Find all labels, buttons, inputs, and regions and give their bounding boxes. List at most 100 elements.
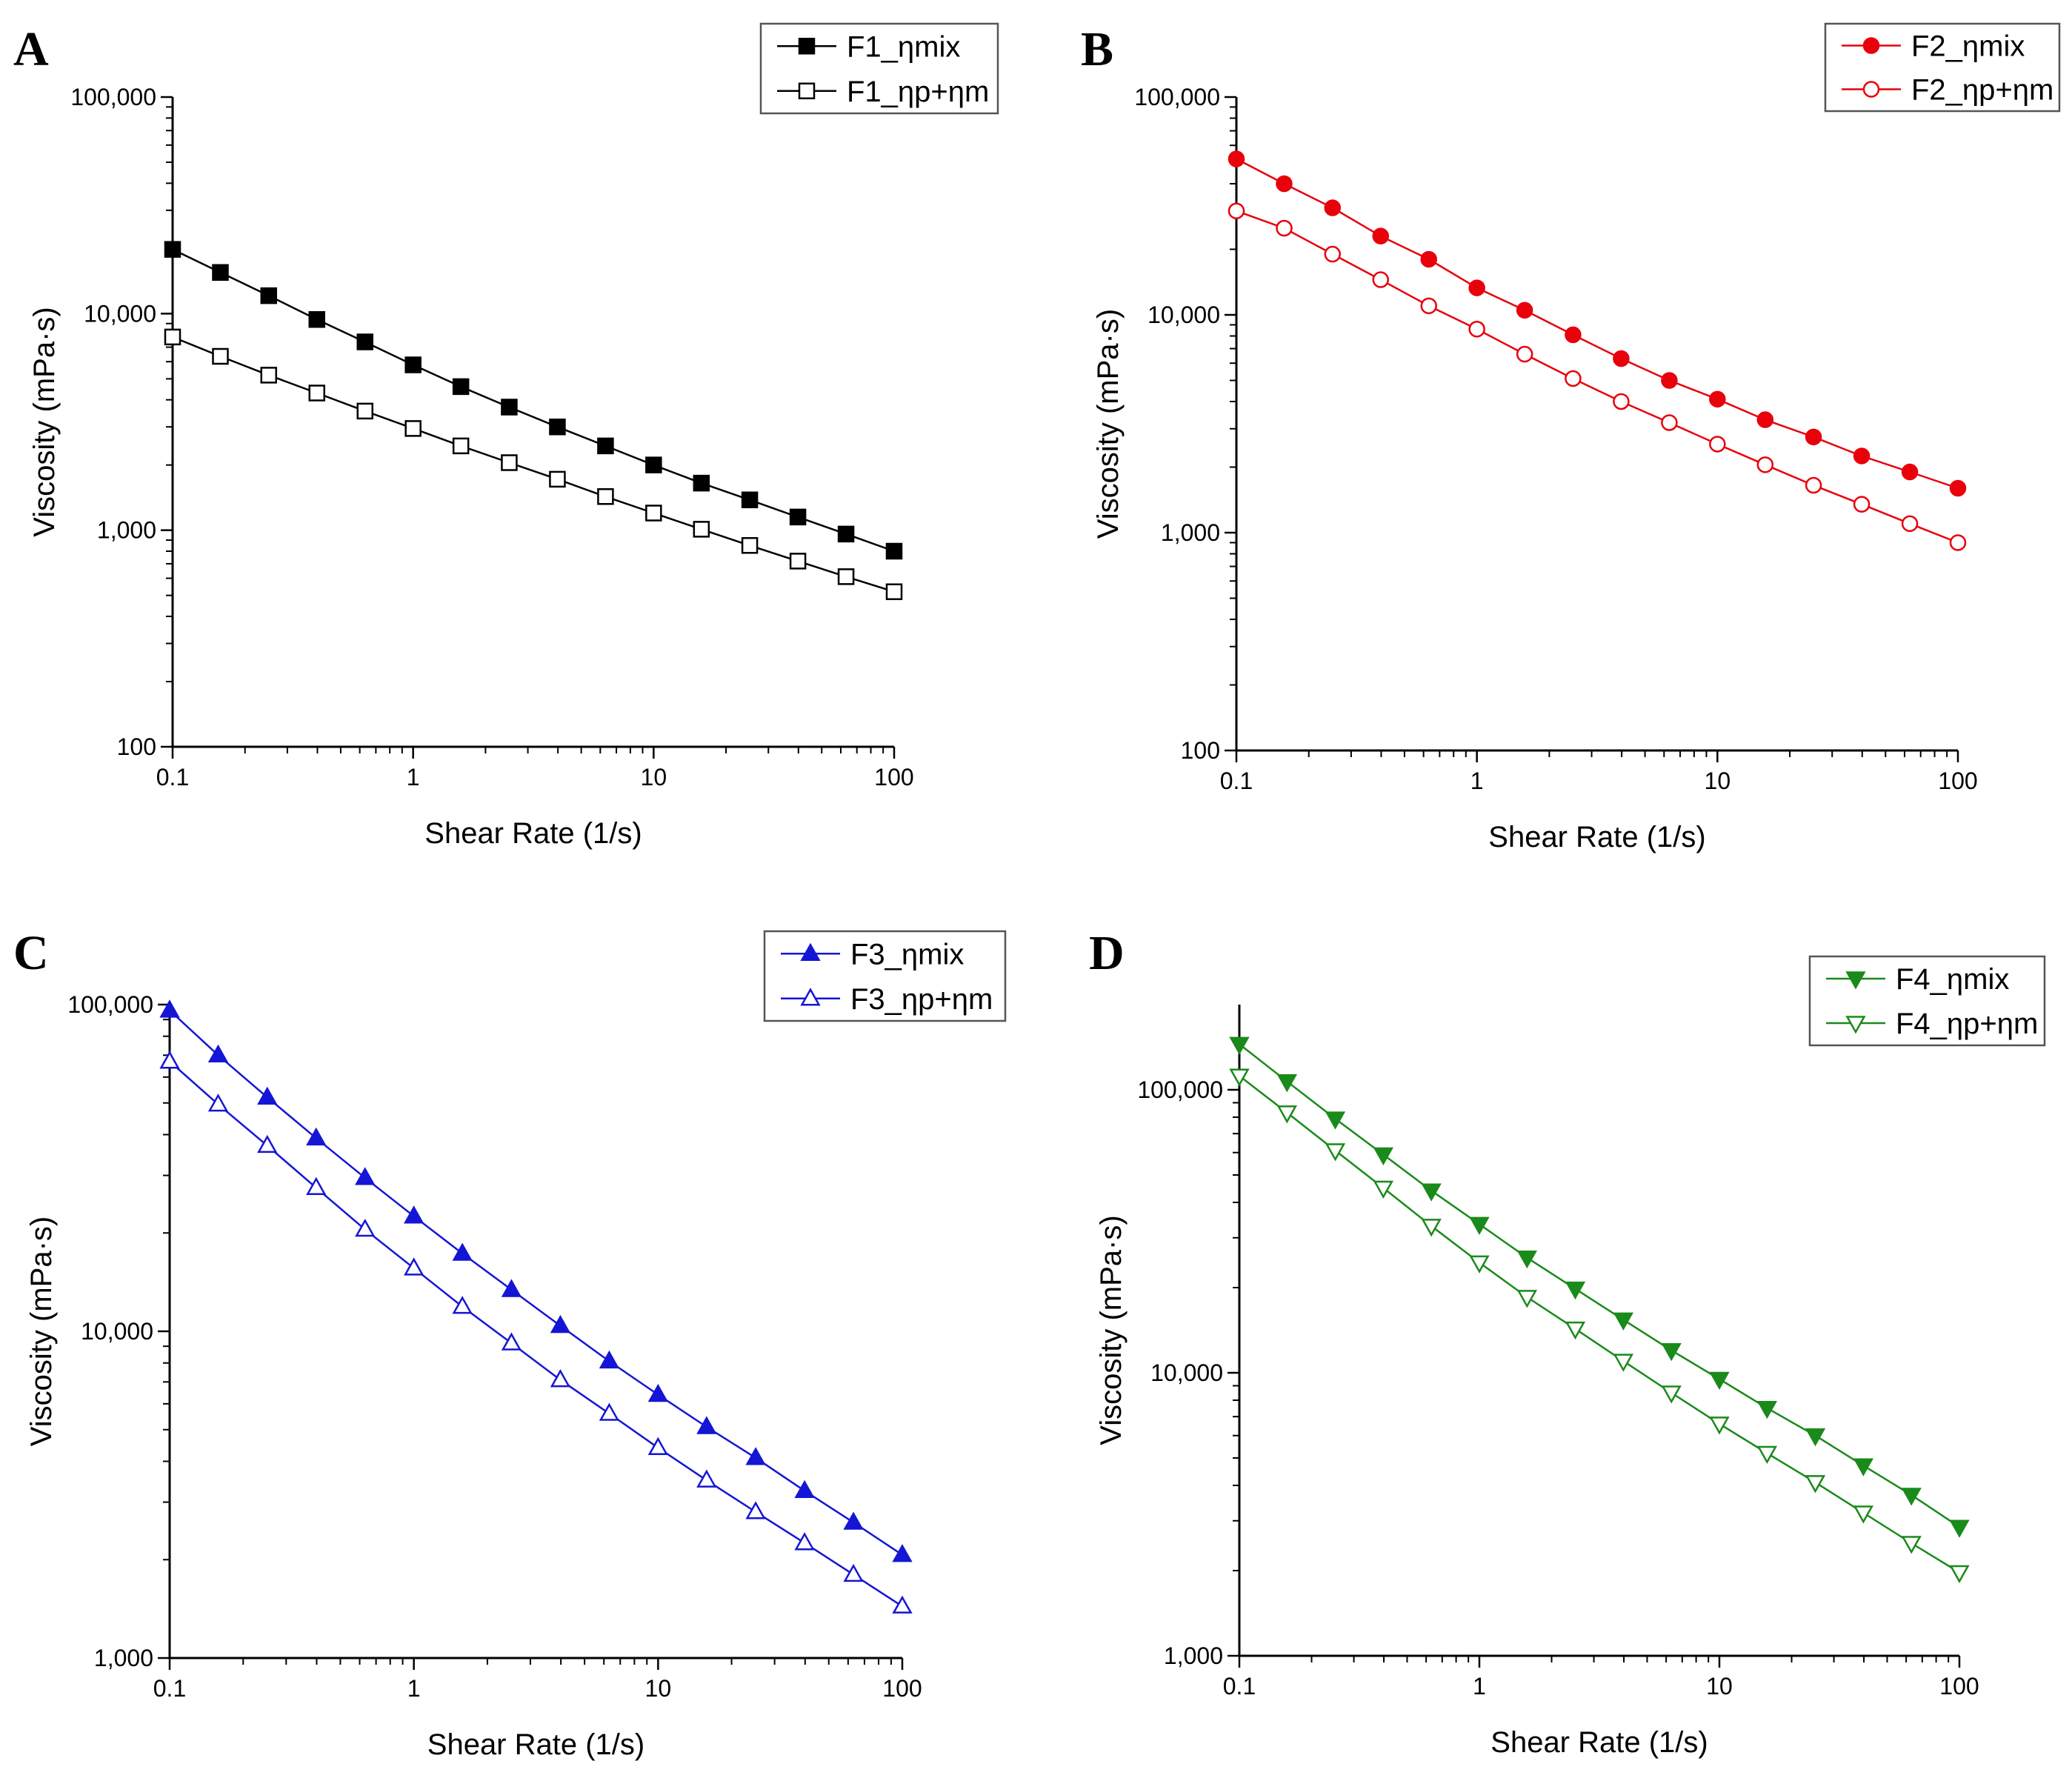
data-point xyxy=(1805,1428,1826,1447)
data-point xyxy=(843,1563,864,1582)
data-point xyxy=(1709,436,1726,453)
x-tick-label: 10 xyxy=(1706,1673,1733,1700)
chart-panel-d: D 0.1 1 10 100 1,000 10,000 100,000 Shear Rate (… xyxy=(1089,926,2046,1759)
x-tick-label: 10 xyxy=(641,764,667,790)
data-point xyxy=(1421,1219,1442,1237)
data-point xyxy=(404,1257,424,1276)
chart-panel-b: B 0.1 1 10 100 100 1,000 10,000 100,000 Shear Rat… xyxy=(1081,22,2061,853)
data-point xyxy=(550,1314,571,1334)
y-tick-label: 1,000 xyxy=(97,517,156,544)
data-point xyxy=(355,1218,376,1237)
series-line-mix xyxy=(1239,1043,1960,1528)
y-tick-label: 100 xyxy=(117,733,156,760)
data-point xyxy=(1565,370,1582,387)
series-line-mix xyxy=(172,248,895,553)
legend-marker xyxy=(1862,37,1880,54)
data-point xyxy=(1325,1111,1346,1130)
data-point xyxy=(404,420,422,437)
x-tick-label: 1 xyxy=(407,1675,421,1702)
data-point xyxy=(1661,372,1678,389)
data-point xyxy=(1372,227,1390,244)
data-point xyxy=(1709,390,1726,408)
data-point xyxy=(1229,1068,1250,1087)
legend-label: F3_ηp+ηm xyxy=(850,983,993,1016)
data-point xyxy=(306,1176,327,1195)
y-axis-title: Viscosity (mPa·s) xyxy=(1095,1215,1127,1445)
data-point xyxy=(1853,1505,1873,1524)
data-point xyxy=(745,1501,766,1519)
data-point xyxy=(1469,1216,1490,1235)
data-point xyxy=(1853,1458,1873,1477)
data-point xyxy=(308,310,326,328)
data-point xyxy=(789,508,807,526)
data-point xyxy=(549,418,566,436)
y-tick-label: 100,000 xyxy=(70,84,156,110)
data-point xyxy=(501,1332,522,1351)
x-tick-label: 0.1 xyxy=(153,1675,186,1702)
data-point xyxy=(550,1369,571,1388)
data-point xyxy=(599,1350,620,1369)
data-point xyxy=(1901,1488,1922,1506)
data-point xyxy=(645,456,662,473)
panel-letter: B xyxy=(1081,22,1113,76)
data-point xyxy=(1421,1183,1442,1202)
y-tick-label: 100,000 xyxy=(1134,84,1220,110)
x-tick-label: 0.1 xyxy=(1223,1673,1256,1700)
data-point xyxy=(1901,515,1919,533)
x-tick-label: 1 xyxy=(407,764,420,790)
data-point xyxy=(741,537,759,554)
data-point xyxy=(1613,350,1630,367)
y-tick-label: 1,000 xyxy=(1161,519,1220,546)
x-axis-title: Shear Rate (1/s) xyxy=(1490,1726,1708,1759)
data-point xyxy=(1565,326,1582,344)
data-point xyxy=(741,491,759,509)
data-point xyxy=(1756,1400,1777,1419)
y-axis-title: Viscosity (mPa·s) xyxy=(28,307,61,536)
legend-label: F4_ηp+ηm xyxy=(1896,1008,2038,1040)
data-point xyxy=(1325,1143,1346,1162)
data-point xyxy=(207,1044,229,1063)
legend-marker xyxy=(1862,81,1880,98)
y-tick-label: 1,000 xyxy=(1164,1642,1223,1669)
data-point xyxy=(1949,1519,1970,1538)
data-point xyxy=(647,1437,668,1455)
data-point xyxy=(501,1279,522,1297)
data-point xyxy=(794,1532,815,1551)
data-point xyxy=(306,1127,327,1146)
data-point xyxy=(404,356,422,373)
data-point xyxy=(257,1134,278,1154)
x-axis-title: Shear Rate (1/s) xyxy=(427,1728,644,1761)
data-point xyxy=(549,470,566,488)
data-point xyxy=(1373,1147,1393,1166)
data-point xyxy=(843,1511,864,1530)
panel-letter: C xyxy=(13,926,49,980)
data-point xyxy=(1372,271,1390,288)
data-point xyxy=(1565,1281,1586,1300)
data-point xyxy=(647,1383,668,1402)
data-point xyxy=(1756,411,1774,428)
data-point xyxy=(1229,1036,1250,1055)
data-point xyxy=(696,1416,717,1434)
data-point xyxy=(892,1544,913,1562)
legend-marker xyxy=(798,82,816,99)
data-point xyxy=(1276,1074,1297,1093)
data-point xyxy=(164,328,181,346)
data-point xyxy=(1949,1565,1970,1584)
panel-letter: D xyxy=(1089,926,1125,980)
y-tick-label: 1,000 xyxy=(94,1645,153,1671)
data-point xyxy=(837,525,855,543)
data-point xyxy=(452,1242,473,1261)
data-point xyxy=(1756,1445,1777,1465)
x-tick-label: 100 xyxy=(1938,768,1977,794)
y-tick-label: 10,000 xyxy=(81,1318,153,1345)
data-point xyxy=(1227,150,1245,167)
data-point xyxy=(1853,496,1871,513)
series-line-mix xyxy=(1236,158,1959,490)
data-point xyxy=(404,1205,424,1224)
data-point xyxy=(745,1447,766,1465)
y-tick-label: 10,000 xyxy=(1150,1359,1223,1386)
data-point xyxy=(885,583,903,600)
legend-label: F2_ηmix xyxy=(1911,30,2025,63)
data-point xyxy=(1805,476,1822,494)
data-point xyxy=(1276,219,1293,237)
